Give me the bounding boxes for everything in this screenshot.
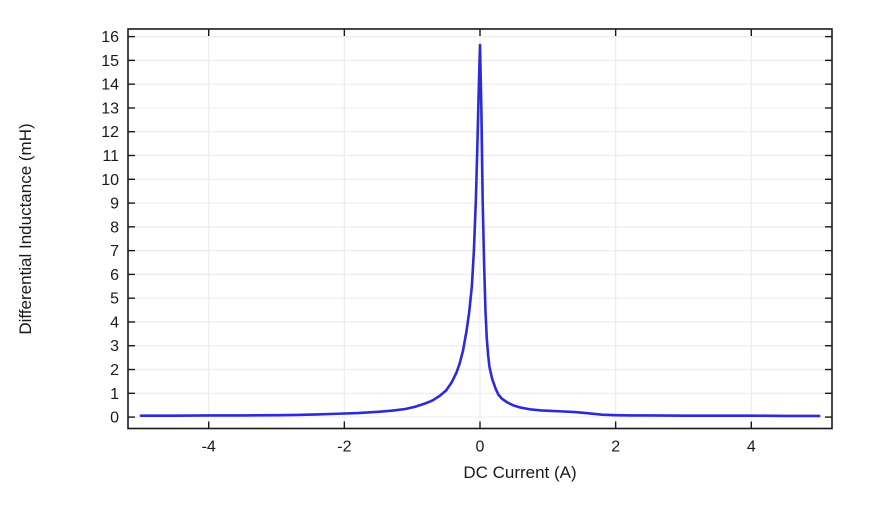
- y-tick-label: 0: [110, 410, 119, 427]
- y-tick-label: 10: [101, 172, 119, 189]
- gridlines: [128, 29, 832, 429]
- x-tick-label: 0: [476, 439, 485, 456]
- y-tick-label: 14: [101, 77, 119, 94]
- x-tick-label: -2: [337, 439, 351, 456]
- x-tick-label: -4: [202, 439, 216, 456]
- y-axis-title: Differential Inductance (mH): [16, 123, 35, 335]
- y-tick-label: 8: [110, 219, 119, 236]
- y-tick-label: 2: [110, 362, 119, 379]
- axis-ticks: [128, 29, 832, 429]
- x-axis-title: DC Current (A): [463, 463, 577, 482]
- y-tick-label: 9: [110, 196, 119, 213]
- y-tick-label: 11: [102, 148, 119, 165]
- y-tick-label: 4: [110, 314, 119, 331]
- y-tick-label: 15: [101, 53, 119, 70]
- y-tick-label: 13: [101, 100, 119, 117]
- x-tick-label: 2: [611, 439, 620, 456]
- x-tick-labels: -4 -2 0 2 4: [202, 439, 756, 456]
- y-tick-label: 16: [101, 29, 119, 46]
- series-differential-inductance: [139, 43, 821, 418]
- y-tick-label: 1: [110, 386, 119, 403]
- y-tick-label: 5: [110, 291, 119, 308]
- y-tick-label: 6: [110, 267, 119, 284]
- x-tick-label: 4: [747, 439, 756, 456]
- y-tick-label: 7: [110, 243, 119, 260]
- y-tick-label: 12: [101, 124, 119, 141]
- y-tick-label: 3: [110, 338, 119, 355]
- data-series-line: [139, 43, 821, 418]
